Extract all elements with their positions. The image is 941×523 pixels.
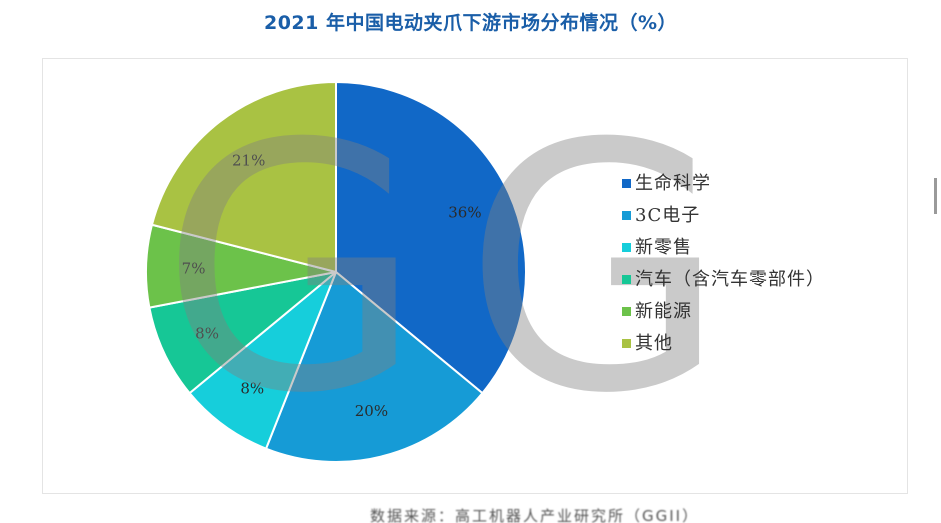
legend-item-4: 新能源 [622,299,892,325]
data-label-2: 8% [240,379,264,397]
legend-swatch-4 [622,307,631,316]
legend-swatch-5 [622,339,631,348]
legend-label-0: 生命科学 [635,173,711,194]
legend-item-3: 汽车（含汽车零部件） [622,267,892,293]
pie-slice-5 [150,80,337,274]
pie-slice-1 [264,270,484,463]
legend-item-5: 其他 [622,331,892,357]
data-label-4: 7% [182,260,206,278]
pie-slice-0 [335,80,527,395]
legend-swatch-3 [622,275,631,284]
legend-label-4: 新能源 [635,301,692,322]
edge-marker [934,178,937,214]
legend-item-2: 新零售 [622,235,892,261]
data-label-3: 8% [195,325,219,343]
legend-label-2: 新零售 [635,237,692,258]
legend-item-1: 3C电子 [622,203,892,229]
pie-slice-2 [188,271,337,450]
data-label-5: 21% [232,151,265,169]
chart-title: 2021 年中国电动夹爪下游市场分布情况（%） [263,12,678,34]
legend-label-3: 汽车（含汽车零部件） [635,269,825,290]
legend-item-0: 生命科学 [622,171,892,197]
legend-label-1: 3C电子 [635,205,701,226]
legend-swatch-0 [622,179,631,188]
chart-legend: 生命科学 3C电子新零售汽车（含汽车零部件） 新能源其他 [622,171,892,363]
pie-slice-3 [148,271,337,395]
legend-swatch-1 [622,211,631,220]
data-label-1: 20% [355,402,388,420]
legend-label-5: 其他 [635,333,673,354]
data-label-0: 36% [448,203,481,221]
source-note: 数据来源：高工机器人产业研究所（GGII） [370,507,700,523]
legend-swatch-2 [622,243,631,252]
